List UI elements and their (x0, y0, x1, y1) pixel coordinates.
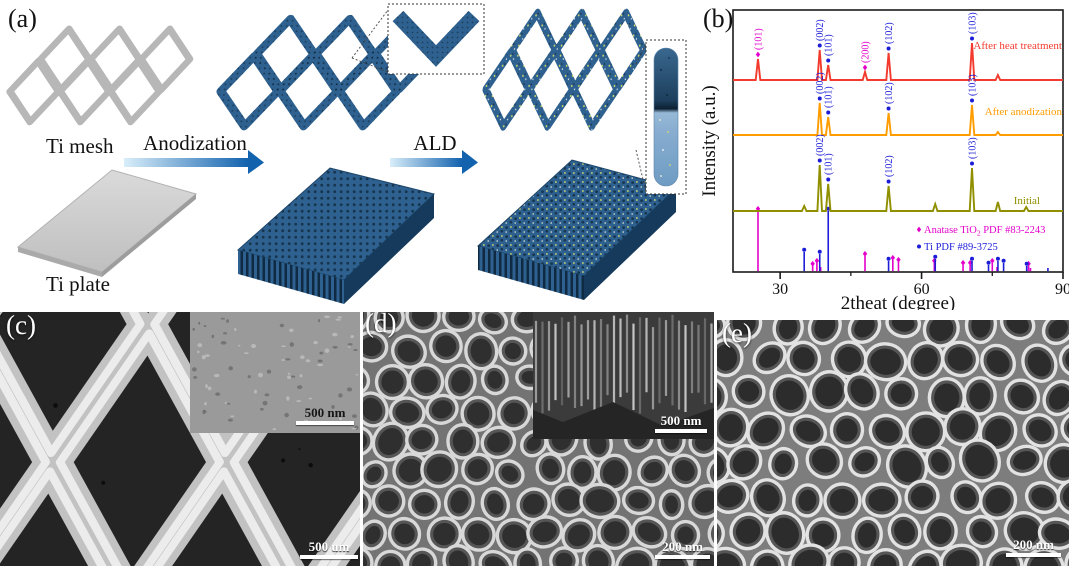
ti-mesh-drawing (6, 25, 194, 126)
anodization-arrow (124, 150, 264, 174)
xrd-plot: 30 60 90 2theat (degree) Intensity (a.u.) Ana… (700, 9, 1069, 310)
scale-bar-line (655, 429, 707, 433)
svg-text:(002): (002) (815, 134, 826, 156)
svg-text:Initial: Initial (1014, 195, 1040, 207)
svg-text:(103): (103) (968, 74, 979, 96)
panel-d-sem-nanotubes: (d) 500 nm 200 nm (363, 312, 714, 566)
svg-text:30: 30 (772, 281, 788, 298)
svg-text:(103): (103) (968, 12, 979, 34)
scale-bar-line (300, 555, 358, 559)
svg-text:(102): (102) (884, 155, 895, 177)
svg-text:(101): (101) (824, 86, 835, 108)
scale-bar-label: 500 nm (304, 405, 346, 420)
panel-d-label: (d) (365, 312, 397, 338)
panel-e-sem-nanotubes-ald: (e) 200 nm (717, 320, 1069, 566)
svg-text:After heat treatment: After heat treatment (973, 40, 1062, 52)
ti-plate-drawing (16, 169, 198, 277)
ti-mesh-label: Ti mesh (46, 134, 114, 158)
ti-plate-label: Ti plate (46, 272, 110, 296)
svg-text:(002): (002) (815, 19, 826, 41)
svg-text:After anodization: After anodization (985, 106, 1063, 118)
panel-a-schematic: (a) Ti mesh Ti plate Anodization ALD (0, 0, 700, 310)
svg-text:60: 60 (914, 281, 930, 298)
panel-b-label: (b) (703, 4, 734, 33)
scale-bar-label: 500 um (308, 539, 350, 554)
svg-text:(101): (101) (753, 28, 764, 50)
nanotube-inset (635, 39, 687, 195)
scale-bar-main-c: 500 um (300, 539, 358, 559)
ald-mesh-drawing (482, 8, 647, 131)
sem-nanotube-ald-image (717, 320, 1069, 566)
ald-arrow-label: ALD (413, 131, 457, 155)
svg-text:(002): (002) (815, 72, 826, 94)
svg-text:(103): (103) (968, 137, 979, 159)
panel-a-label: (a) (8, 4, 37, 33)
scale-bar-label: 500 nm (660, 413, 702, 428)
scale-bar-line (296, 421, 354, 425)
ald-arrow (390, 150, 478, 174)
scale-bar-main-d: 200 nm (655, 539, 710, 559)
panel-c-sem-mesh: (c) 500 nm 500 um (0, 312, 360, 566)
ald-plate-drawing (477, 159, 677, 300)
scale-bar-main-e: 200 nm (1006, 537, 1061, 557)
scale-bar-inset-d: 500 nm (655, 413, 707, 433)
anodized-plate-drawing (236, 167, 436, 304)
svg-text:(101): (101) (824, 34, 835, 56)
mesh-corner-inset (351, 3, 485, 75)
scale-bar-label: 200 nm (662, 539, 703, 554)
panel-b-xrd-chart: 30 60 90 2theat (degree) Intensity (a.u.) Ana… (700, 0, 1069, 310)
scale-bar-line (655, 555, 710, 559)
anodization-arrow-label: Anodization (143, 131, 247, 155)
anodized-mesh-drawing (216, 14, 437, 131)
scale-bar-label: 200 nm (1013, 537, 1054, 552)
svg-text:90: 90 (1055, 281, 1069, 298)
panel-a-illustration (6, 3, 687, 304)
sem-mesh-image (0, 312, 360, 566)
svg-text:(200): (200) (861, 41, 872, 63)
scale-bar-line (1006, 553, 1061, 557)
svg-text:Intensity (a.u.): Intensity (a.u.) (700, 85, 720, 196)
sem-nanotube-image (363, 312, 714, 566)
panel-c-label: (c) (6, 312, 36, 340)
panel-e-label: (e) (722, 320, 752, 348)
svg-text:(102): (102) (884, 82, 895, 104)
svg-text:(101): (101) (824, 153, 835, 175)
svg-text:2theat (degree): 2theat (degree) (841, 293, 955, 310)
svg-text:Ti PDF #89-3725: Ti PDF #89-3725 (924, 242, 998, 253)
svg-text:(102): (102) (884, 22, 895, 44)
svg-text:Anatase TiO2 PDF #83-2243: Anatase TiO2 PDF #83-2243 (924, 225, 1045, 238)
scale-bar-inset-c: 500 nm (296, 405, 354, 425)
